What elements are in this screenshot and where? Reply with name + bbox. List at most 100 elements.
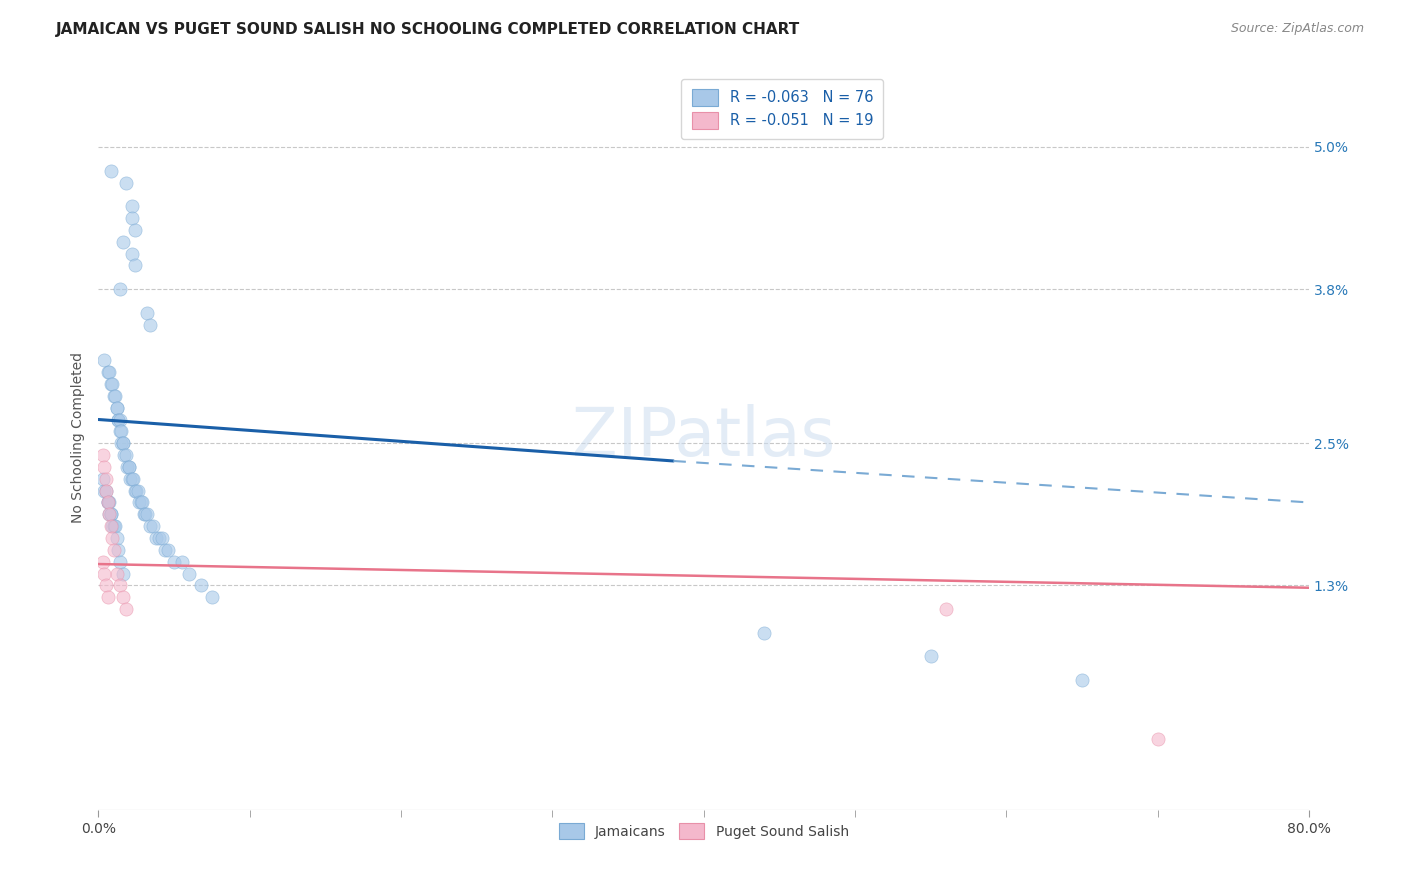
Point xyxy=(124,259,146,273)
Point xyxy=(98,508,121,522)
Point xyxy=(105,566,128,581)
Point xyxy=(201,591,224,605)
Point xyxy=(101,519,124,533)
Point xyxy=(114,176,136,190)
Point xyxy=(920,649,942,664)
Point xyxy=(100,163,122,178)
Point xyxy=(107,412,129,426)
Point xyxy=(124,483,146,498)
Point xyxy=(157,542,180,557)
Point xyxy=(114,602,136,616)
Point xyxy=(153,542,176,557)
Point xyxy=(91,448,114,462)
Point xyxy=(128,495,150,509)
Point xyxy=(98,495,121,509)
Point xyxy=(118,459,141,474)
Point xyxy=(752,625,775,640)
Point xyxy=(96,495,118,509)
Point xyxy=(121,211,143,225)
Point xyxy=(127,483,149,498)
Point xyxy=(190,578,212,592)
Point xyxy=(134,508,156,522)
Point xyxy=(105,401,128,415)
Point xyxy=(121,246,143,260)
Point xyxy=(93,566,115,581)
Text: Source: ZipAtlas.com: Source: ZipAtlas.com xyxy=(1230,22,1364,36)
Point xyxy=(150,531,173,545)
Point xyxy=(118,459,141,474)
Point xyxy=(96,495,118,509)
Y-axis label: No Schooling Completed: No Schooling Completed xyxy=(72,351,86,523)
Point xyxy=(108,425,131,439)
Point xyxy=(107,412,129,426)
Point xyxy=(111,436,134,450)
Point xyxy=(100,519,122,533)
Point xyxy=(101,531,124,545)
Point xyxy=(163,555,186,569)
Point xyxy=(121,472,143,486)
Point xyxy=(100,376,122,391)
Point xyxy=(100,508,122,522)
Point xyxy=(94,578,117,592)
Point xyxy=(94,472,117,486)
Point xyxy=(179,566,201,581)
Point xyxy=(114,448,136,462)
Point xyxy=(110,436,132,450)
Point xyxy=(1146,732,1168,747)
Point xyxy=(108,578,131,592)
Point xyxy=(103,389,125,403)
Point xyxy=(135,508,157,522)
Point xyxy=(105,401,128,415)
Point xyxy=(93,459,115,474)
Point xyxy=(108,412,131,426)
Point xyxy=(96,591,118,605)
Point xyxy=(142,519,165,533)
Point xyxy=(105,531,128,545)
Point xyxy=(104,389,127,403)
Point xyxy=(104,519,127,533)
Point xyxy=(101,376,124,391)
Point xyxy=(170,555,193,569)
Point xyxy=(110,425,132,439)
Point xyxy=(135,306,157,320)
Point xyxy=(108,282,131,296)
Point xyxy=(98,365,121,379)
Point xyxy=(111,436,134,450)
Point xyxy=(129,495,152,509)
Point xyxy=(93,483,115,498)
Point xyxy=(108,555,131,569)
Point xyxy=(132,508,155,522)
Point xyxy=(1070,673,1092,688)
Text: JAMAICAN VS PUGET SOUND SALISH NO SCHOOLING COMPLETED CORRELATION CHART: JAMAICAN VS PUGET SOUND SALISH NO SCHOOL… xyxy=(56,22,800,37)
Point xyxy=(96,495,118,509)
Point xyxy=(98,508,121,522)
Point xyxy=(125,483,148,498)
Point xyxy=(96,365,118,379)
Point xyxy=(107,542,129,557)
Point xyxy=(131,495,153,509)
Point xyxy=(93,353,115,368)
Point xyxy=(111,591,134,605)
Legend: Jamaicans, Puget Sound Salish: Jamaicans, Puget Sound Salish xyxy=(553,817,855,845)
Point xyxy=(111,235,134,249)
Point xyxy=(139,318,162,332)
Point xyxy=(112,448,135,462)
Point xyxy=(124,223,146,237)
Point xyxy=(145,531,167,545)
Point xyxy=(94,483,117,498)
Point xyxy=(115,459,138,474)
Text: ZIPatlas: ZIPatlas xyxy=(572,404,835,470)
Point xyxy=(94,483,117,498)
Point xyxy=(139,519,162,533)
Point xyxy=(148,531,170,545)
Point xyxy=(122,472,145,486)
Point xyxy=(103,519,125,533)
Point xyxy=(935,602,957,616)
Point xyxy=(100,508,122,522)
Point xyxy=(111,566,134,581)
Point xyxy=(120,472,142,486)
Point xyxy=(91,472,114,486)
Point xyxy=(103,542,125,557)
Point xyxy=(121,199,143,213)
Point xyxy=(91,555,114,569)
